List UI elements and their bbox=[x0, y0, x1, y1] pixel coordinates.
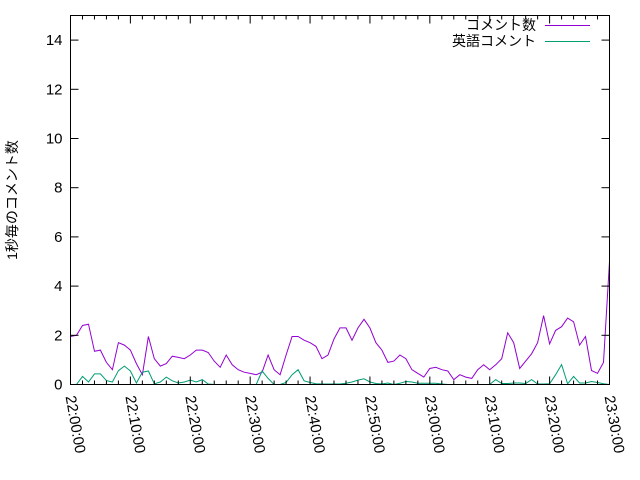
x-tick-label: 22:50:00 bbox=[361, 394, 388, 454]
x-tick-label: 23:00:00 bbox=[421, 394, 448, 454]
x-tick-label: 23:20:00 bbox=[541, 394, 568, 454]
legend: コメント数 英語コメント bbox=[452, 17, 590, 49]
y-tick-label: 2 bbox=[54, 327, 62, 344]
x-tick-label: 23:10:00 bbox=[481, 394, 508, 454]
x-tick-label: 22:00:00 bbox=[62, 394, 89, 454]
legend-label-series-0: コメント数 bbox=[466, 17, 536, 33]
series-layer bbox=[70, 261, 610, 386]
y-tick-label: 10 bbox=[46, 131, 63, 148]
y-axis-label: 1秒毎のコメント数 bbox=[4, 140, 20, 260]
y-tick-label: 8 bbox=[54, 180, 62, 197]
series-line-1 bbox=[70, 363, 610, 386]
y-tick-label: 12 bbox=[46, 81, 63, 98]
x-tick-label: 23:30:00 bbox=[601, 394, 628, 454]
legend-label-series-1: 英語コメント bbox=[452, 33, 536, 49]
series-line-0 bbox=[70, 261, 610, 381]
y-tick-label: 0 bbox=[54, 377, 62, 394]
y-tick-label: 14 bbox=[46, 32, 63, 49]
plot-frame bbox=[70, 15, 610, 385]
y-tick-label: 4 bbox=[54, 278, 62, 295]
x-tick-label: 22:40:00 bbox=[301, 394, 328, 454]
x-tick-label: 22:20:00 bbox=[181, 394, 208, 454]
ticks-layer: 0 2 4 6 8 10 12 14 22:00:00 22:10:00 22:20:00 22:30… bbox=[46, 15, 628, 455]
x-tick-label: 22:30:00 bbox=[241, 394, 268, 454]
x-tick-label: 22:10:00 bbox=[121, 394, 148, 454]
y-tick-label: 6 bbox=[54, 229, 62, 246]
